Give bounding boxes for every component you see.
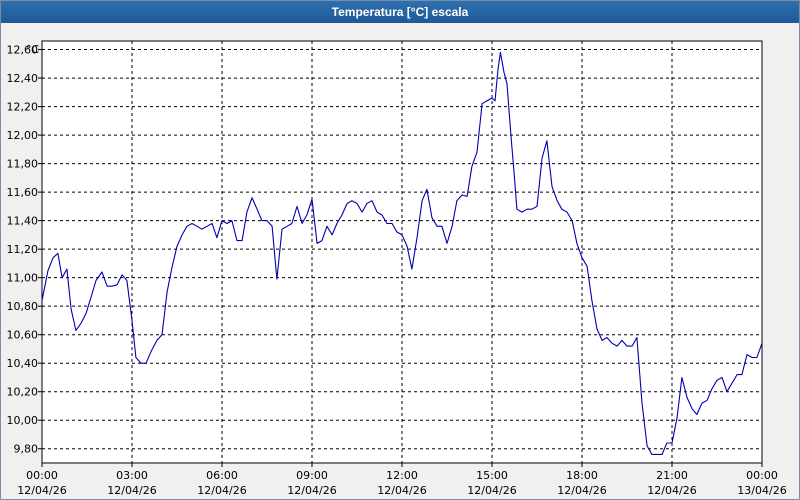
- x-tick-time-label: 21:00: [656, 469, 688, 482]
- y-tick-label: 10,40: [7, 357, 39, 370]
- y-tick-label: 12,60: [7, 44, 39, 57]
- y-tick-label: 10,20: [7, 386, 39, 399]
- y-tick-label: 11,40: [7, 215, 39, 228]
- x-tick-time-label: 12:00: [386, 469, 418, 482]
- y-tick-label: 11,60: [7, 186, 39, 199]
- x-tick-date-label: 12/04/26: [287, 484, 336, 497]
- temperature-chart: 9,80 10,00 10,20 10,40 10,60 10,80 11,00 11,20 1…: [7, 40, 787, 497]
- x-tick-time-label: 06:00: [206, 469, 238, 482]
- y-axis-label: °C: [26, 43, 40, 56]
- y-tick-label: 10,80: [7, 300, 39, 313]
- x-tick-time-label: 00:00: [26, 469, 58, 482]
- y-tick-label: 11,00: [7, 272, 39, 285]
- y-tick-label: 12,40: [7, 72, 39, 85]
- x-tick-time-label: 18:00: [566, 469, 598, 482]
- window-title: Temperatura [°C] escala: [1, 1, 799, 23]
- series-line-temperature: [41, 51, 763, 455]
- y-tick-label: 11,20: [7, 243, 39, 256]
- x-tick-date-label: 12/04/26: [197, 484, 246, 497]
- x-tick-date-label: 13/04/26: [737, 484, 786, 497]
- y-tick-label: 12,00: [7, 129, 39, 142]
- x-tick-time-label: 03:00: [116, 469, 148, 482]
- y-tick-label: 12,20: [7, 101, 39, 114]
- x-tick-date-label: 12/04/26: [557, 484, 606, 497]
- y-tick-label: 10,00: [7, 414, 39, 427]
- y-tick-label: 11,80: [7, 158, 39, 171]
- x-tick-date-label: 12/04/26: [377, 484, 426, 497]
- x-tick-time-label: 00:00: [746, 469, 778, 482]
- plot-border: [41, 40, 763, 464]
- y-tick-label: 9,80: [14, 443, 39, 456]
- x-tick-date-label: 12/04/26: [467, 484, 516, 497]
- x-tick-date-label: 12/04/26: [647, 484, 696, 497]
- y-tick-label: 10,60: [7, 329, 39, 342]
- x-tick-time-label: 09:00: [296, 469, 328, 482]
- x-tick-time-label: 15:00: [476, 469, 508, 482]
- x-tick-date-label: 12/04/26: [17, 484, 66, 497]
- x-tick-date-label: 12/04/26: [107, 484, 156, 497]
